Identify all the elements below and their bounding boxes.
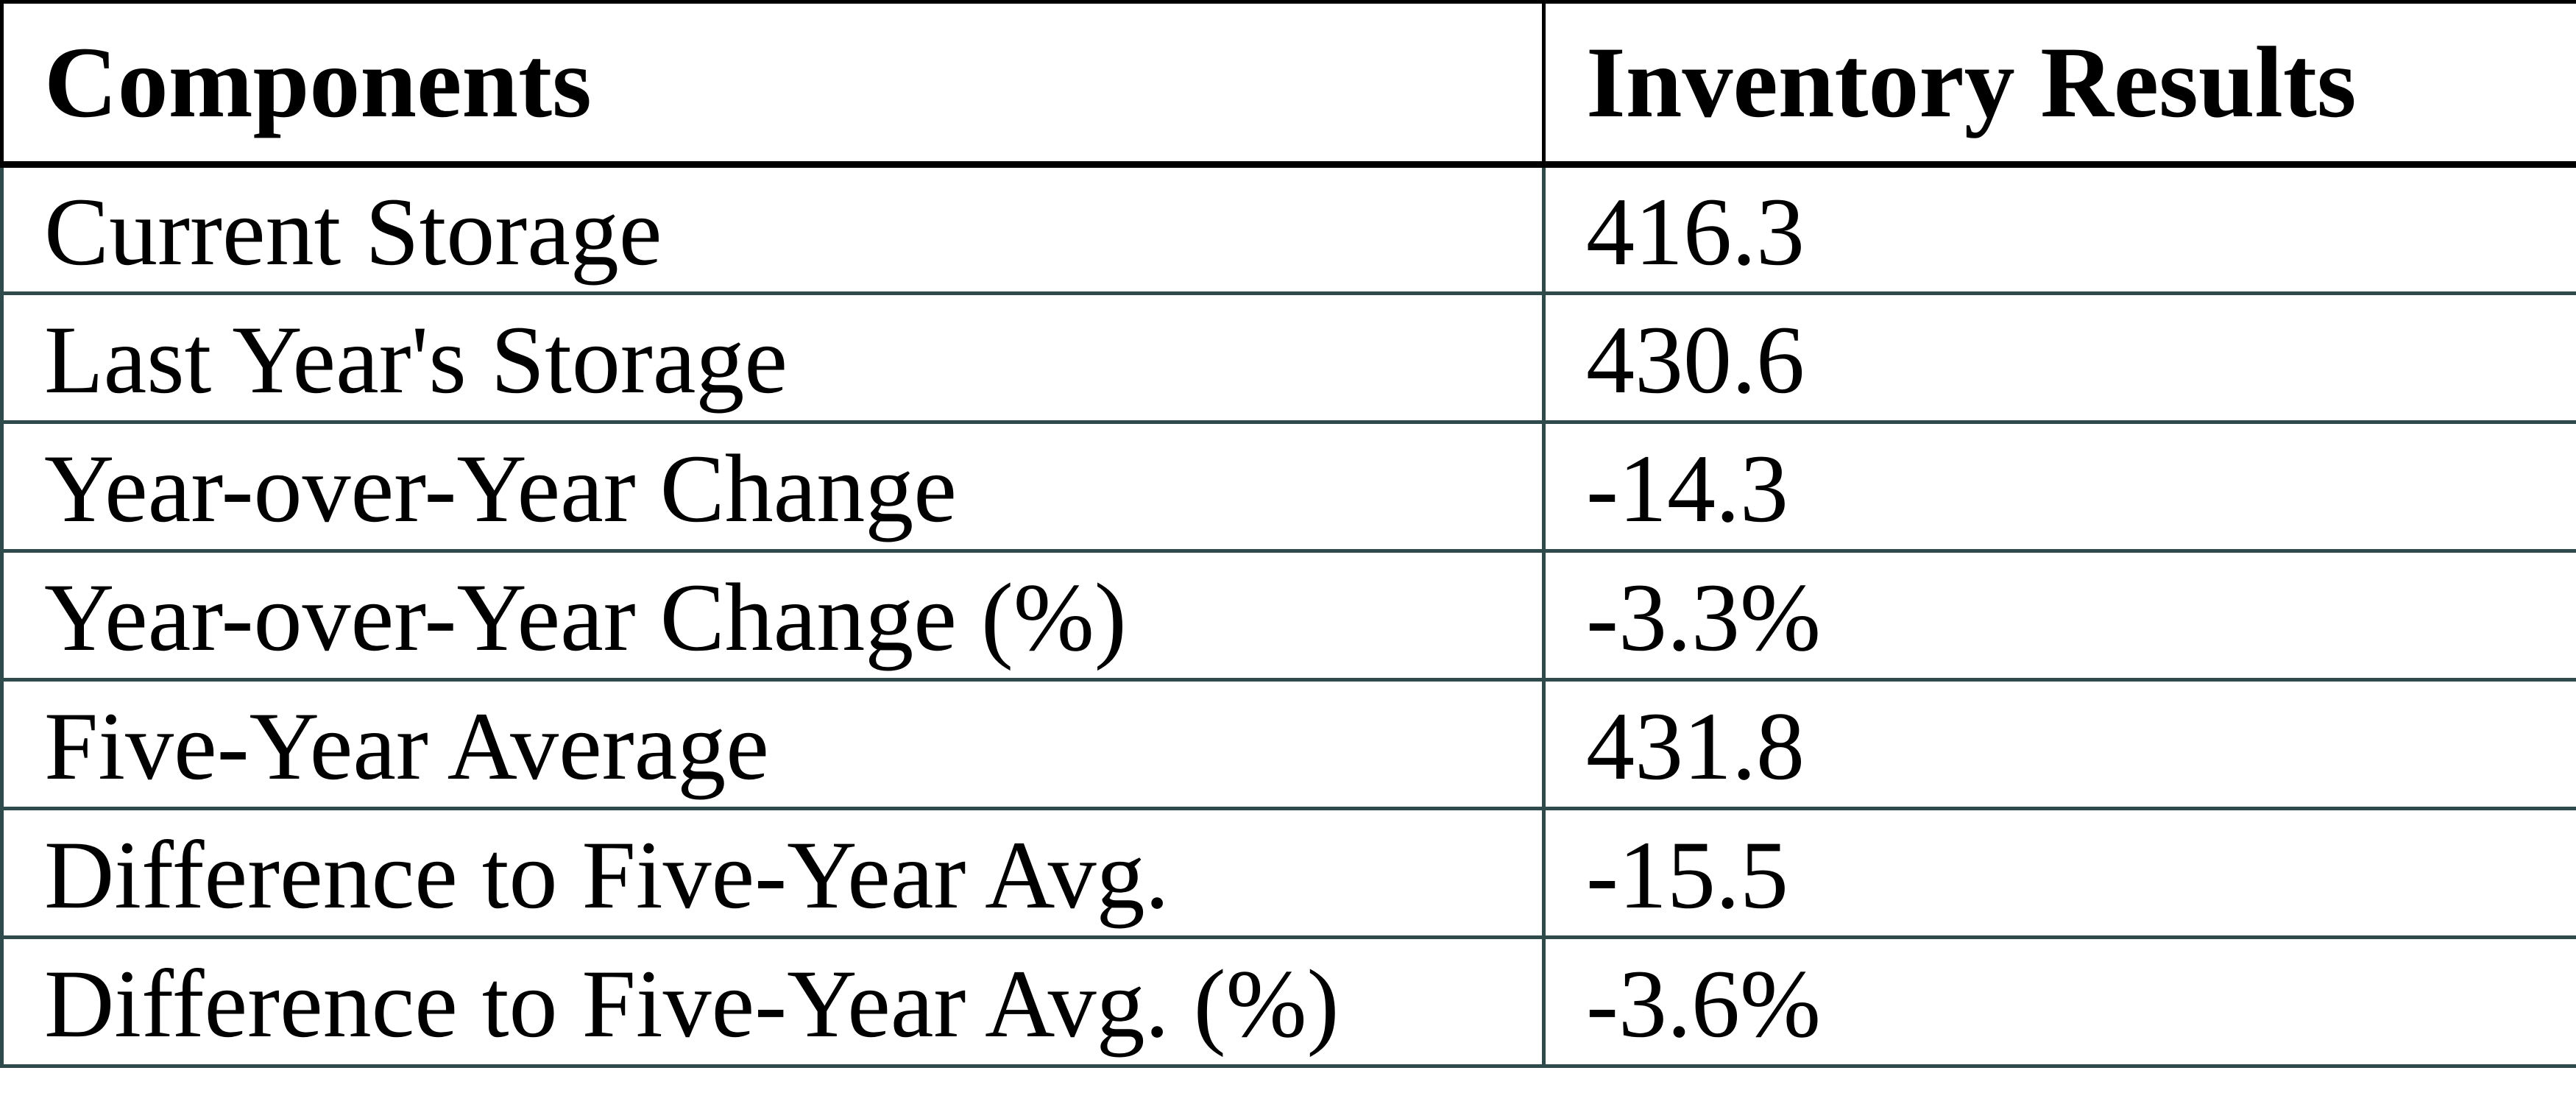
- inventory-result-cell: -15.5: [1542, 807, 2576, 939]
- table-row: Year-over-Year Change (%) -3.3%: [0, 549, 2576, 682]
- table-row: Difference to Five-Year Avg. -15.5: [0, 807, 2576, 939]
- column-header-inventory-results: Inventory Results: [1542, 0, 2576, 168]
- inventory-result-cell: 416.3: [1542, 163, 2576, 295]
- table-row: Year-over-Year Change -14.3: [0, 420, 2576, 553]
- table-row: Last Year's Storage 430.6: [0, 291, 2576, 424]
- table-row: Five-Year Average 431.8: [0, 678, 2576, 810]
- table-row: Difference to Five-Year Avg. (%) -3.6%: [0, 935, 2576, 1068]
- inventory-result-cell: -14.3: [1542, 420, 2576, 553]
- table-row: Current Storage 416.3: [0, 163, 2576, 295]
- component-cell: Current Storage: [0, 163, 1546, 295]
- component-cell: Difference to Five-Year Avg.: [0, 807, 1546, 939]
- column-header-components: Components: [0, 0, 1546, 168]
- component-cell: Year-over-Year Change (%): [0, 549, 1546, 682]
- inventory-result-cell: -3.6%: [1542, 935, 2576, 1068]
- table-body: Current Storage 416.3 Last Year's Storage 4…: [0, 163, 2576, 1068]
- component-cell: Difference to Five-Year Avg. (%): [0, 935, 1546, 1068]
- inventory-result-cell: 430.6: [1542, 291, 2576, 424]
- inventory-result-cell: -3.3%: [1542, 549, 2576, 682]
- inventory-result-cell: 431.8: [1542, 678, 2576, 810]
- header-row: Components Inventory Results: [0, 0, 2576, 168]
- component-cell: Five-Year Average: [0, 678, 1546, 810]
- inventory-results-table: Components Inventory Results Current Sto…: [0, 0, 2576, 1068]
- component-cell: Last Year's Storage: [0, 291, 1546, 424]
- table-header: Components Inventory Results: [0, 0, 2576, 168]
- component-cell: Year-over-Year Change: [0, 420, 1546, 553]
